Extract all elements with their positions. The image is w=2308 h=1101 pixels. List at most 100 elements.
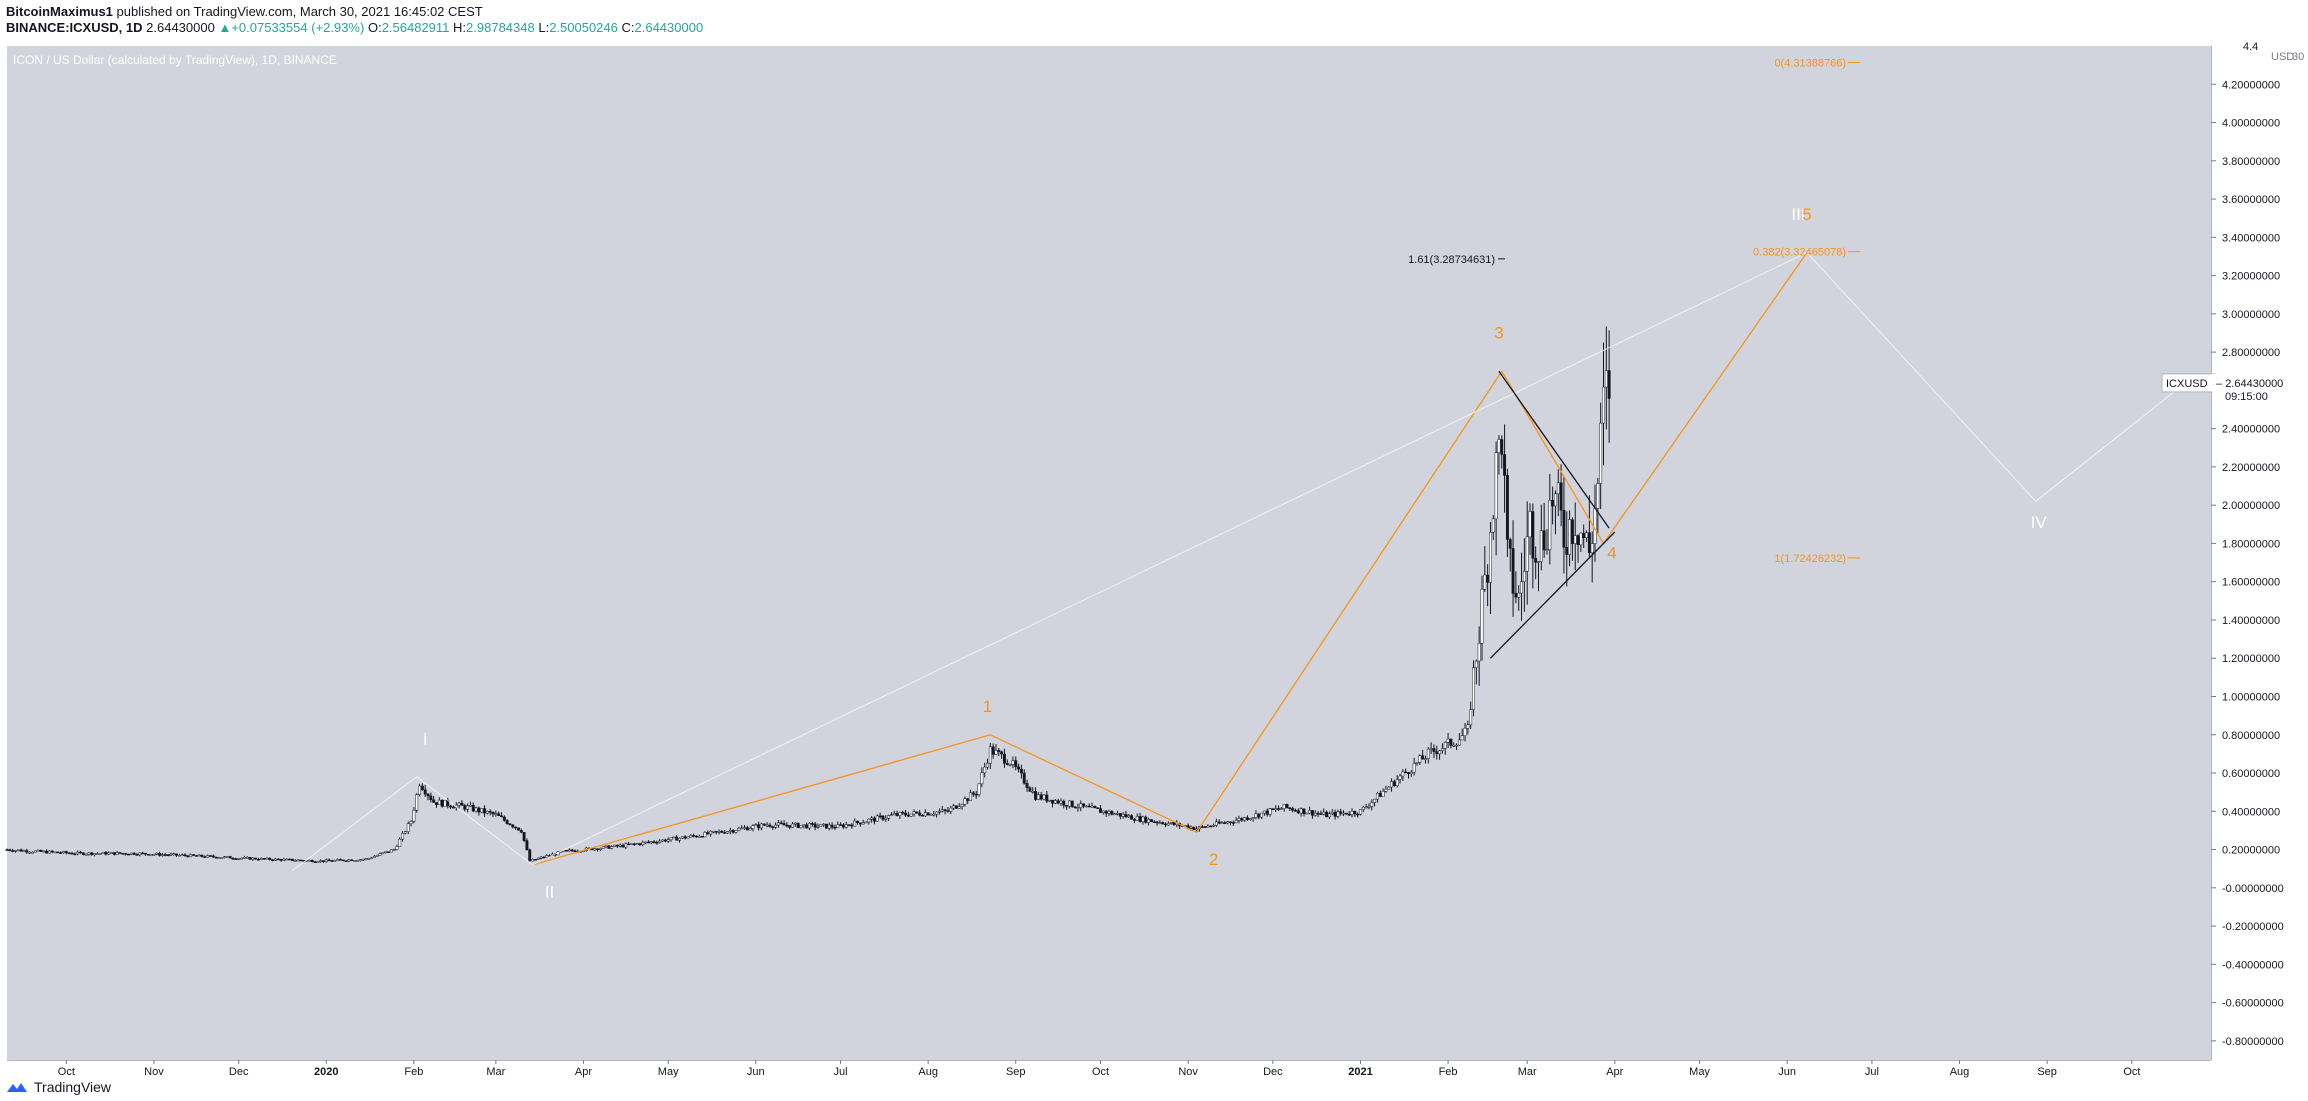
- candle-body: [1003, 753, 1006, 764]
- candle-body: [112, 852, 116, 855]
- candle-body: [1132, 819, 1136, 821]
- author-name[interactable]: BitcoinMaximus1: [6, 4, 113, 19]
- candle-body: [1404, 771, 1408, 774]
- candle-body: [115, 852, 119, 855]
- candle-body: [875, 815, 879, 822]
- candle-body: [1229, 821, 1232, 824]
- candle-body: [728, 830, 732, 832]
- candle-body: [364, 858, 368, 860]
- y-tick-label: 2.40000000: [2222, 424, 2280, 436]
- footer-brand[interactable]: TradingView: [34, 1079, 112, 1095]
- candle-body: [1316, 812, 1320, 815]
- candle-body: [1277, 808, 1280, 810]
- chart-area[interactable]: [7, 46, 2211, 1060]
- candle-body: [1161, 822, 1165, 825]
- candle-body: [1472, 667, 1475, 710]
- candle-body: [1460, 735, 1464, 741]
- candle-body: [751, 825, 755, 829]
- candle-body: [1503, 454, 1507, 476]
- candle-body: [661, 839, 664, 842]
- candle-body: [1342, 812, 1345, 815]
- candle-body: [429, 795, 433, 801]
- candle-body: [1398, 775, 1402, 780]
- x-tick-label: Apr: [1606, 1066, 1623, 1078]
- candle-body: [514, 826, 518, 829]
- price-axis[interactable]: [2211, 46, 2308, 1060]
- header-line-2: BINANCE:ICXUSD, 1D 2.64430000 ▲+0.075335…: [6, 20, 703, 35]
- candle-body: [381, 852, 385, 854]
- candle-body: [146, 853, 150, 856]
- candle-body: [22, 850, 26, 852]
- candle-body: [966, 798, 970, 801]
- candle-body: [67, 852, 71, 855]
- x-tick-label: Nov: [144, 1066, 164, 1078]
- candle-body: [220, 857, 224, 859]
- candle-body: [980, 772, 984, 785]
- candle-body: [1305, 812, 1309, 815]
- candle-body: [921, 814, 924, 817]
- candle-body: [144, 852, 147, 855]
- candle-body: [723, 832, 727, 834]
- candle-body: [1373, 798, 1377, 803]
- candle-body: [889, 814, 893, 817]
- y-axis-ticks: 4.4 4.20000000 4.00000000 3.80000000 3.60000…: [2211, 41, 2284, 1048]
- candle-body: [1019, 768, 1023, 774]
- candle-body: [799, 825, 803, 828]
- candle-body: [997, 750, 1001, 753]
- candle-body: [1299, 808, 1303, 814]
- y-tick-label: -0.60000000: [2222, 998, 2284, 1010]
- candle-body: [748, 828, 752, 831]
- candle-body: [415, 794, 419, 811]
- candle-body: [971, 792, 975, 795]
- candle-body: [570, 849, 574, 852]
- fib-level-label: 0.382(3.32465078): [1753, 247, 1846, 259]
- candle-body: [452, 806, 455, 809]
- candle-body: [319, 860, 323, 862]
- candle-body: [141, 852, 145, 855]
- candle-body: [1415, 762, 1419, 764]
- x-tick-label: Sep: [1006, 1066, 1026, 1078]
- candle-body: [1164, 823, 1167, 826]
- candle-body: [1463, 727, 1467, 736]
- candle-body: [1339, 811, 1343, 814]
- y-tick-label: 0.80000000: [2222, 730, 2280, 742]
- candle-body: [675, 836, 679, 841]
- candle-body: [1347, 814, 1351, 816]
- wave-label: 5: [1802, 205, 1811, 224]
- candle-body: [952, 805, 956, 809]
- candle-body: [426, 793, 430, 797]
- candle-body: [776, 822, 780, 826]
- wave-line: [1490, 531, 1616, 659]
- candle-body: [714, 830, 718, 833]
- candle-body: [1144, 816, 1148, 823]
- candle-body: [785, 824, 789, 827]
- fib-extension-label: 1.61(3.28734631): [1408, 254, 1495, 266]
- candle-body: [1028, 787, 1032, 792]
- candle-body: [1087, 805, 1091, 808]
- x-tick-label: Aug: [1950, 1066, 1970, 1078]
- candle-body: [1212, 825, 1215, 827]
- candle-body: [926, 812, 930, 816]
- candle-body: [663, 839, 667, 842]
- candle-body: [1378, 793, 1382, 797]
- candle-body: [666, 839, 670, 842]
- candle-body: [1486, 574, 1490, 583]
- candle-body: [1099, 808, 1102, 813]
- candle-body: [338, 859, 342, 861]
- candle-body: [1554, 493, 1557, 507]
- candle-body: [1457, 739, 1461, 746]
- candle-body: [692, 835, 696, 837]
- candle-body: [669, 837, 673, 840]
- candle-body: [610, 846, 614, 849]
- candle-body: [912, 811, 916, 815]
- candle-body: [1483, 574, 1487, 590]
- candle-body: [1274, 808, 1278, 810]
- candle-body: [1296, 810, 1300, 814]
- y-tick-label: -0.40000000: [2222, 959, 2284, 971]
- candle-body: [531, 859, 535, 862]
- candle-body: [248, 857, 252, 860]
- candle-body: [1579, 532, 1583, 546]
- candle-body: [313, 861, 317, 863]
- candle-body: [1494, 452, 1498, 520]
- time-axis[interactable]: [7, 1060, 2211, 1083]
